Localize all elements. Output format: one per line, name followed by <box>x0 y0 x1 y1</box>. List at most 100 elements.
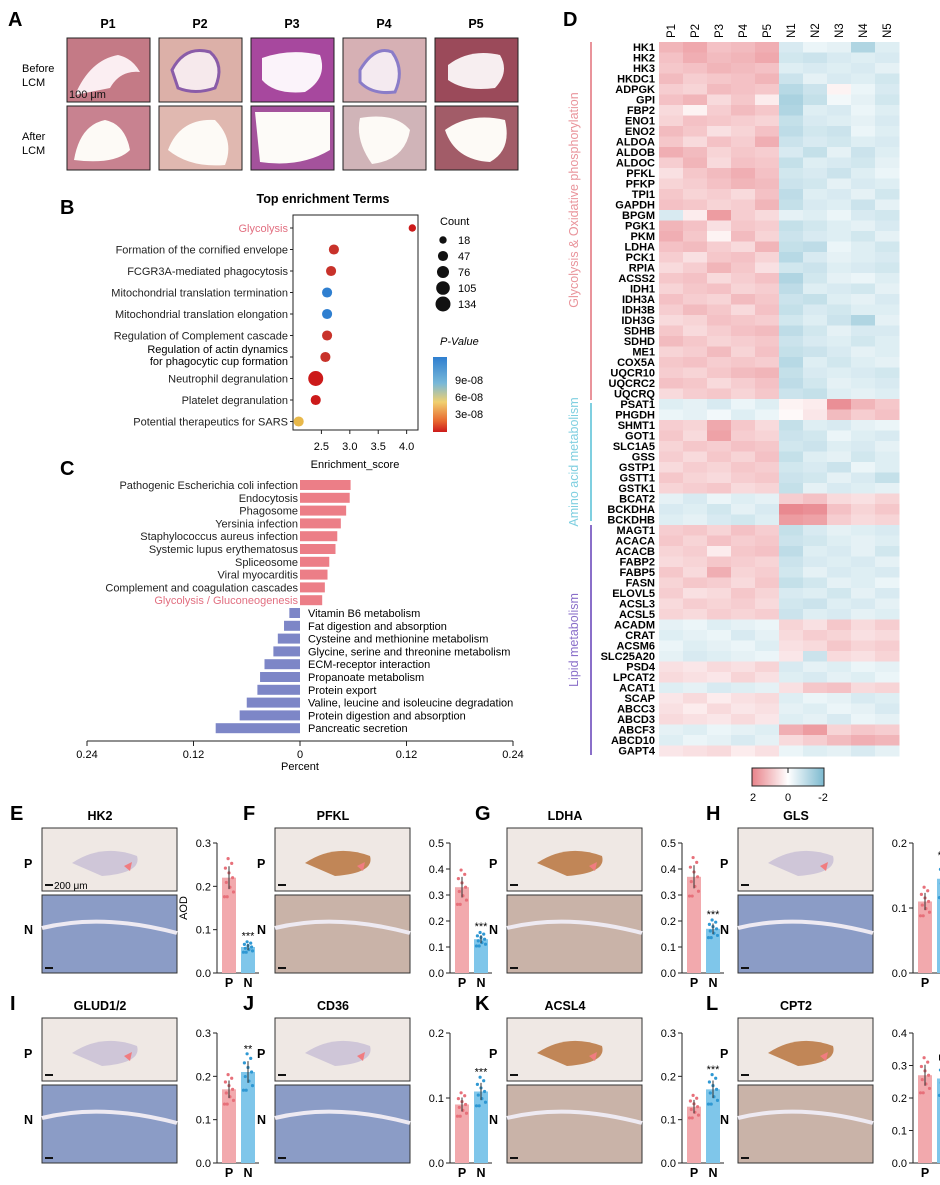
heatmap-cell <box>827 745 852 757</box>
heatmap-cell <box>659 367 684 379</box>
heatmap-cell <box>827 399 852 410</box>
heatmap-cell <box>659 577 684 589</box>
heatmap-row-label: HK1 <box>633 42 655 54</box>
heatmap-cell <box>827 493 852 505</box>
heatmap-cell <box>875 241 900 253</box>
heatmap-cell <box>683 147 708 158</box>
ihc-row-label: P <box>24 1047 32 1061</box>
heatmap-cell <box>851 745 876 757</box>
heatmap-cell <box>851 661 876 673</box>
ihc-data-point <box>918 914 923 918</box>
ihc-panel-label: L <box>706 993 718 1015</box>
heatmap-cell <box>683 441 708 452</box>
ihc-data-point <box>709 1102 713 1106</box>
heatmap-cell <box>707 378 732 389</box>
heatmap-cell <box>707 567 732 578</box>
heatmap-cell <box>875 661 900 673</box>
ihc-data-point <box>250 949 255 953</box>
heatmap-cell <box>779 147 804 158</box>
pathway-bar <box>239 710 300 721</box>
heatmap-cell <box>755 157 780 169</box>
col-header-p4: P4 <box>376 17 391 31</box>
heatmap-cell <box>875 672 900 683</box>
heatmap-cell <box>851 136 876 148</box>
heatmap-cell <box>683 546 708 557</box>
heatmap-cell <box>755 546 780 557</box>
heatmap-cell <box>707 346 732 358</box>
heatmap-cell <box>851 357 876 368</box>
heatmap-cell <box>659 567 684 578</box>
ihc-data-point <box>483 937 487 941</box>
heatmap-cell <box>755 735 780 746</box>
amino-group-label: Amino acid metabolism <box>567 397 581 526</box>
pathway-bar <box>284 620 300 631</box>
heatmap-cell <box>683 346 708 358</box>
heatmap-cell <box>683 535 708 547</box>
heatmap-cell <box>779 84 804 95</box>
ihc-data-point <box>921 914 925 918</box>
heatmap-cell <box>827 672 852 683</box>
heatmap-cell <box>803 672 828 683</box>
heatmap-cell <box>803 651 828 662</box>
heatmap-cell <box>803 157 828 169</box>
heatmap-cell <box>827 168 852 179</box>
heatmap-cell <box>827 73 852 85</box>
heatmap-cell <box>851 294 876 305</box>
heatmap-cell <box>779 399 804 410</box>
ihc-data-point <box>231 1098 236 1102</box>
dotplot-xtick-label: 2.5 <box>314 441 329 453</box>
dotplot-term-label: Platelet degranulation <box>182 395 288 407</box>
heatmap-cell <box>659 304 684 316</box>
pathway-bar-label: Propanoate metabolism <box>308 672 424 684</box>
heatmap-cell <box>683 378 708 389</box>
row-label-after-1: After <box>22 131 46 143</box>
pathway-xtick-label: 0.24 <box>502 749 523 761</box>
heatmap-grid <box>659 42 900 757</box>
ihc-panel-label: E <box>10 803 23 825</box>
ihc-data-point <box>710 1073 714 1077</box>
heatmap-cell <box>851 147 876 158</box>
heatmap-cell <box>683 315 708 326</box>
heatmap-cell <box>707 483 732 494</box>
heatmap-cell <box>755 567 780 578</box>
heatmap-cell <box>827 273 852 284</box>
heatmap-cell <box>683 52 708 64</box>
arrowhead-icon <box>820 862 828 871</box>
dotplot-term-label: Neutrophil degranulation <box>168 374 288 386</box>
heatmap-cell <box>755 315 780 326</box>
heatmap-cell <box>779 430 804 442</box>
heatmap-cell <box>683 262 708 274</box>
heatmap-cell <box>707 619 732 631</box>
pathway-bar-label: Valine, leucine and isoleucine degradati… <box>308 698 513 710</box>
heatmap-cell <box>803 231 828 242</box>
heatmap-cell <box>875 94 900 106</box>
ihc-image-normal <box>41 894 178 974</box>
heatmap-cell <box>851 556 876 568</box>
heatmap-cell <box>803 42 828 53</box>
heatmap-row-label: ACSM6 <box>616 641 655 653</box>
ihc-row-label: P <box>720 857 728 871</box>
ihc-ylabel: AOD <box>178 896 190 920</box>
row-label-after-2: LCM <box>22 145 45 157</box>
heatmap-cell <box>827 630 852 641</box>
heatmap-row-label: GAPDH <box>615 200 655 212</box>
panel-c: C Pathogenic Escherichia coli infectionE… <box>60 458 524 773</box>
lipid-group-label: Lipid metabolism <box>567 593 581 687</box>
heatmap-cell <box>803 724 828 736</box>
heatmap-cell <box>851 630 876 641</box>
heatmap-cell <box>683 514 708 526</box>
ihc-data-point <box>458 1114 462 1118</box>
heatmap-cell <box>827 136 852 148</box>
heatmap-cell <box>707 588 732 599</box>
heatmap-cell <box>659 483 684 494</box>
heatmap-cell <box>731 693 756 704</box>
ihc-data-point <box>714 920 718 924</box>
heatmap-cell <box>851 273 876 284</box>
heatmap-cell <box>707 42 732 53</box>
heatmap-cell <box>731 703 756 715</box>
heatmap-cell <box>827 483 852 494</box>
heatmap-cell <box>731 115 756 127</box>
heatmap-cell <box>803 52 828 64</box>
heatmap-cell <box>707 693 732 704</box>
